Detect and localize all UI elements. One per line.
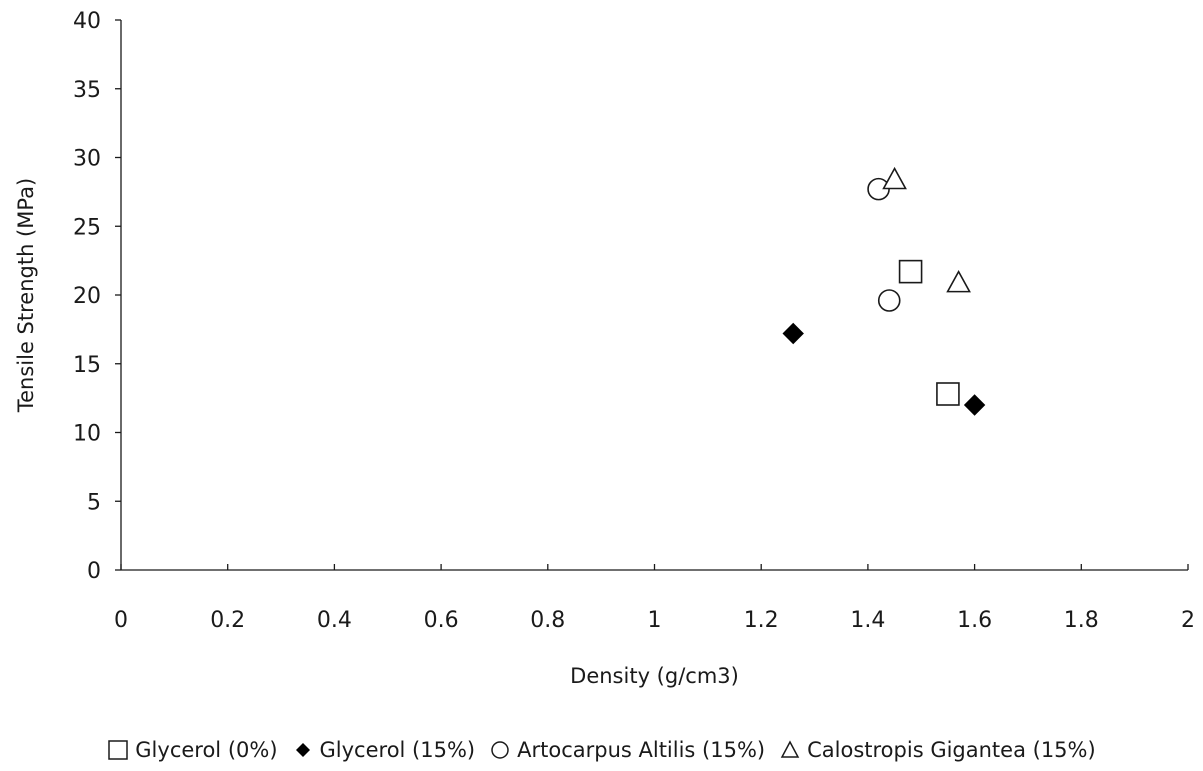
y-tick-label: 25 — [73, 215, 101, 240]
legend-label: Glycerol (0%) — [135, 738, 278, 762]
y-tick-label: 35 — [73, 78, 101, 103]
x-tick-label: 1.6 — [957, 608, 992, 633]
data-points — [782, 166, 986, 416]
circle-marker-icon — [491, 741, 509, 759]
x-tick-label: 2 — [1181, 608, 1195, 633]
data-point-series-1-2 — [936, 382, 960, 406]
y-tick-label: 40 — [73, 9, 101, 34]
diamond-marker-icon — [295, 743, 310, 757]
legend-entry: Glycerol (0%) — [107, 738, 278, 762]
data-point-series-3-2 — [877, 289, 901, 312]
y-tick-label: 30 — [73, 147, 101, 172]
legend-swatch-4 — [780, 740, 800, 758]
data-point-series-2-1 — [782, 322, 804, 345]
x-tick-label: 0 — [114, 608, 128, 633]
x-tick-label: 0.4 — [317, 608, 352, 633]
x-axis-title: Density (g/cm3) — [570, 664, 739, 688]
data-point-series-4-1 — [882, 166, 907, 190]
x-tick-label: 0.2 — [210, 608, 245, 633]
x-tick-label: 1.2 — [744, 608, 779, 633]
x-tick-label: 1.4 — [850, 608, 885, 633]
data-point-series-2-2 — [963, 394, 986, 416]
legend-swatch-2 — [295, 743, 310, 757]
ticks: 0 5 10 15 20 25 30 35 40 0 0.2 0.4 0.6 0.8 1 1.2 1.4 1.6 1… — [73, 9, 1195, 633]
axes — [120, 20, 1188, 571]
legend-swatch-3 — [491, 741, 509, 759]
legend-entry: Glycerol (15%) — [292, 738, 476, 762]
y-tick-label: 5 — [87, 490, 101, 515]
triangle-marker-icon — [780, 740, 800, 758]
y-tick-label: 20 — [73, 284, 101, 309]
scatter-plot: 0 5 10 15 20 25 30 35 40 0 0.2 0.4 0.6 0.8 1 1.2 1.4 1.6 1… — [14, 9, 1195, 688]
legend: Glycerol (0%) Glycerol (15%) Artocarpus Al… — [0, 732, 1203, 768]
y-tick-label: 10 — [73, 422, 101, 447]
legend-label: Calostropis Gigantea (15%) — [807, 738, 1096, 762]
square-marker-icon — [108, 740, 129, 760]
y-tick-label: 15 — [73, 353, 101, 378]
x-tick-label: 1.8 — [1064, 608, 1099, 633]
x-tick-label: 0.8 — [530, 608, 565, 633]
y-tick-label: 0 — [87, 559, 101, 584]
legend-label: Artocarpus Altilis (15%) — [517, 738, 766, 762]
data-point-series-1-1 — [898, 259, 923, 284]
x-tick-label: 1 — [648, 608, 662, 633]
y-axis-title: Tensile Strength (MPa) — [14, 178, 38, 413]
x-tick-label: 0.6 — [424, 608, 459, 633]
legend-swatch-1 — [108, 740, 129, 760]
data-point-series-4-2 — [946, 269, 971, 293]
legend-entry: Calostropis Gigantea (15%) — [779, 738, 1096, 762]
legend-entry: Artocarpus Altilis (15%) — [489, 738, 765, 762]
legend-label: Glycerol (15%) — [319, 738, 476, 762]
